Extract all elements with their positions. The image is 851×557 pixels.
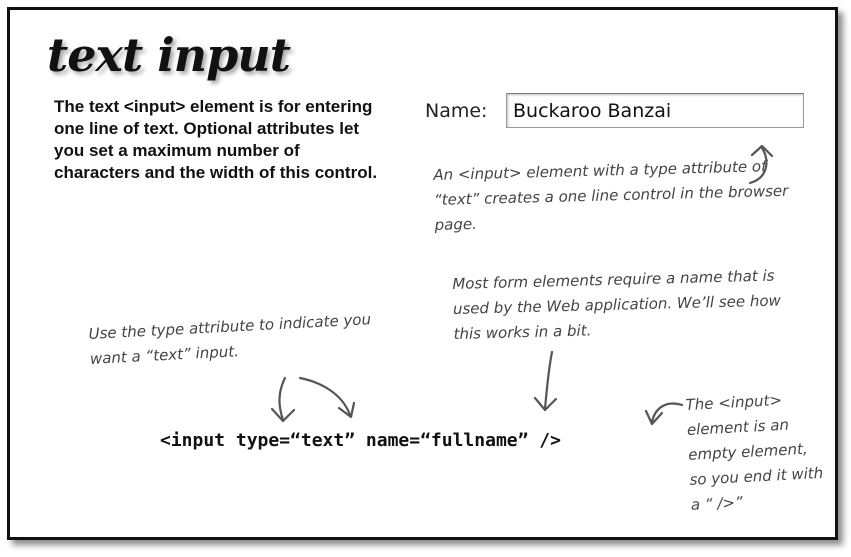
arrow-to-name-attribute-head-icon — [533, 396, 558, 412]
arrow-to-name-attribute-icon — [543, 350, 554, 410]
arrow-to-closing-slash-icon — [650, 402, 684, 424]
intro-text: The text <input> element is for entering… — [54, 97, 378, 182]
arrow-to-type-attribute-icon — [298, 376, 352, 417]
page-title: text input — [47, 28, 291, 82]
arrow-to-input-tag-icon — [278, 376, 287, 422]
arrow-to-input-icon — [748, 146, 768, 185]
name-input[interactable] — [506, 93, 804, 128]
arrow-to-type-attribute-head-icon — [337, 401, 356, 419]
code-sample: <input type=“text” name=“fullname” /> — [160, 430, 561, 451]
arrow-to-input-tag-head-icon — [270, 407, 296, 423]
arrow-to-closing-slash-head-icon — [644, 409, 664, 426]
arrow-to-input-head-icon — [750, 144, 774, 158]
name-label: Name: — [425, 100, 488, 122]
